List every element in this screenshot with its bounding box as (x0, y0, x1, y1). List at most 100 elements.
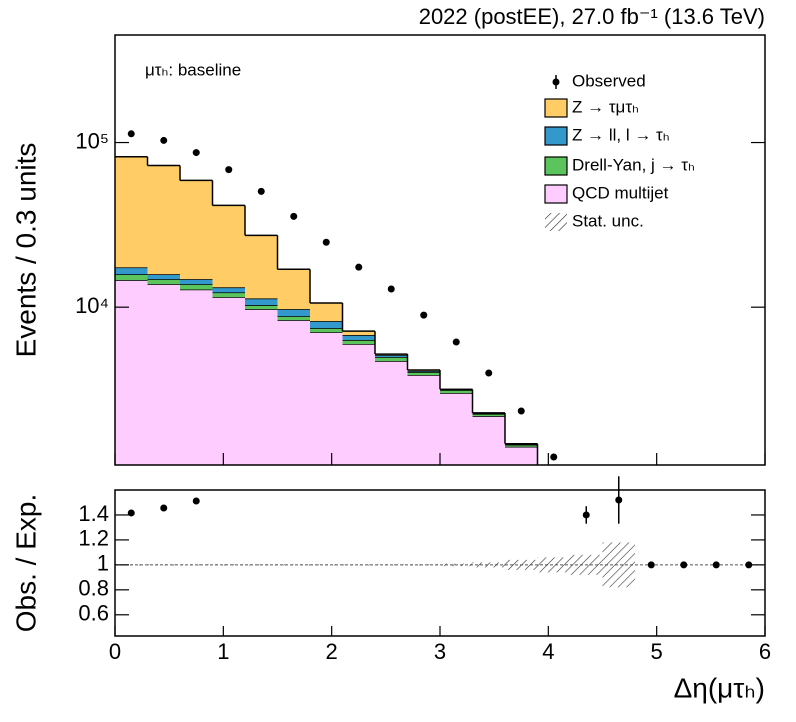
x-tick-label: 4 (542, 639, 554, 664)
legend-marker (552, 78, 560, 86)
legend-label: Observed (572, 71, 646, 90)
legend-swatch (544, 98, 568, 118)
stack-segment (115, 156, 148, 268)
stack-segment (245, 298, 278, 306)
ratio-point (127, 509, 135, 517)
stat-unc-band (407, 564, 440, 566)
stack-segment (212, 287, 245, 293)
x-tick-label: 0 (109, 639, 121, 664)
observed-point (322, 238, 330, 246)
x-axis-title: Δη(μτₕ) (674, 672, 765, 703)
ratio-point (192, 497, 200, 505)
y-tick-label: 1.2 (78, 526, 109, 551)
x-tick-label: 6 (759, 639, 771, 664)
ratio-point (680, 561, 688, 569)
stack-segment (277, 316, 310, 321)
stack-segment (180, 289, 213, 465)
y-tick-label: 0.6 (78, 601, 109, 626)
ratio-point (647, 561, 655, 569)
stack-segment (212, 205, 245, 288)
stack-segment (342, 331, 375, 336)
stack-segment (115, 280, 148, 465)
stack-segment (375, 361, 408, 465)
stack-segment (180, 180, 213, 280)
y-tick-label: 1 (97, 551, 109, 576)
stack-segment (115, 274, 148, 281)
stack-segment (440, 393, 473, 465)
stack-segment (505, 444, 538, 447)
legend-label: Z → ll, l → τₕ (572, 125, 670, 144)
legend-swatch (544, 184, 568, 204)
observed-point (225, 166, 233, 174)
stack-segment (212, 292, 245, 298)
legend-swatch (545, 213, 567, 231)
observed-point (387, 285, 395, 293)
x-tick-label: 2 (326, 639, 338, 664)
main-panel: 10⁴ 10⁵ Observed Z → τμτₕ Z → ll, l → τₕ Drel… (75, 71, 766, 465)
stack-segment (245, 235, 278, 299)
stat-unc-band (277, 564, 310, 566)
stack-segment (375, 357, 408, 362)
stack-segment (245, 305, 278, 310)
stack-segment (310, 321, 343, 329)
x-tick-label: 1 (217, 639, 229, 664)
stat-unc-band (342, 564, 375, 566)
legend-swatch (544, 126, 568, 146)
stack-segment (342, 344, 375, 465)
y-tick-label: 1.4 (78, 501, 109, 526)
stack-segment (180, 284, 213, 290)
stack-segment (277, 309, 310, 317)
ratio-y-axis-title: Obs. / Exp. (10, 494, 41, 633)
stat-unc-band (212, 564, 245, 566)
stack-segment (472, 413, 505, 417)
observed-point (485, 369, 493, 377)
x-tick-label: 3 (434, 639, 446, 664)
stack-segment (147, 165, 180, 275)
stack-segment (407, 375, 440, 465)
ratio-point (160, 504, 168, 512)
stat-unc-band (537, 557, 570, 573)
y-tick-label: 0.8 (78, 576, 109, 601)
stack-segment (277, 269, 310, 310)
legend-label: QCD multijet (572, 183, 669, 202)
legend-label: Drell-Yan, j → τₕ (572, 155, 695, 174)
ratio-panel: 0.60.811.21.40 1 2 3 4 5 6 (78, 476, 771, 664)
stack-segment (342, 339, 375, 345)
stack-segment (147, 274, 180, 280)
observed-point (420, 311, 428, 319)
stack-segment (472, 416, 505, 465)
ratio-point (582, 511, 590, 519)
observed-point (517, 407, 525, 415)
stack-segment (440, 390, 473, 394)
y-tick-label: 10⁵ (75, 128, 109, 153)
stack-segment (505, 446, 538, 465)
stat-unc-band (472, 562, 505, 568)
observed-point (127, 130, 135, 138)
observed-point (452, 338, 460, 346)
stack-segment (180, 279, 213, 285)
observed-point (257, 187, 265, 195)
stack-segment (212, 297, 245, 465)
observed-point (192, 149, 200, 157)
y-axis-title: Events / 0.3 units (10, 143, 41, 358)
stack-segment (375, 355, 408, 358)
x-tick-label: 5 (651, 639, 663, 664)
stack-segment (147, 284, 180, 465)
stack-segment (147, 279, 180, 285)
observed-point (160, 136, 168, 144)
legend-label: Stat. unc. (572, 211, 644, 230)
observed-point (355, 263, 363, 271)
stack-segment (310, 332, 343, 465)
ratio-point (615, 496, 623, 504)
main-frame (114, 34, 766, 466)
stat-unc-band (147, 564, 180, 566)
stack-segment (310, 303, 343, 322)
observed-point (550, 453, 558, 461)
stack-segment (407, 371, 440, 376)
stack-segment (310, 328, 343, 333)
stack-segment (245, 309, 278, 465)
stack-segment (342, 335, 375, 340)
y-tick-label: 10⁴ (75, 293, 109, 318)
legend-label: Z → τμτₕ (572, 97, 639, 116)
